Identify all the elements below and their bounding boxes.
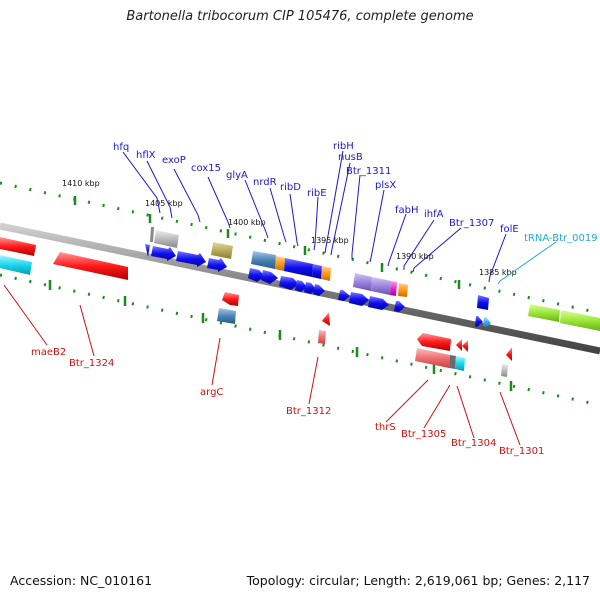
gene-label-trna-btr0019: tRNA-Btr_0019 bbox=[524, 233, 598, 244]
gene-label-ribE: ribE bbox=[307, 188, 327, 199]
gene-label-btr1312: Btr_1312 bbox=[286, 406, 331, 417]
map-title: Bartonella tribocorum CIP 105476, comple… bbox=[126, 9, 474, 24]
scale-label-1410: 1410 kbp bbox=[62, 179, 100, 188]
gene-label-hflX: hflX bbox=[136, 150, 156, 161]
upper-leader-lines bbox=[122, 150, 507, 283]
feature-orange-nusB bbox=[321, 266, 331, 281]
gene-label-maeB2: maeB2 bbox=[31, 347, 66, 358]
feature-green-2 bbox=[560, 310, 600, 331]
feature-steel-nrdR bbox=[251, 251, 276, 269]
feature-red-small-2 bbox=[462, 340, 468, 352]
gene-label-nusB: nusB bbox=[338, 152, 363, 163]
lower-leader-lines bbox=[3, 284, 521, 446]
gene-label-exoP: exoP bbox=[162, 155, 186, 166]
feature-orange-ribD bbox=[275, 256, 285, 271]
scale-label-1400: 1400 kbp bbox=[228, 218, 266, 227]
scale-label-1405: 1405 kbp bbox=[145, 199, 183, 208]
feature-red-small-1 bbox=[456, 339, 462, 351]
genome-summary-text: Topology: circular; Length: 2,619,061 bp… bbox=[246, 573, 590, 588]
feature-blue-folE bbox=[477, 295, 489, 310]
feature-red-btr1312 bbox=[322, 312, 330, 326]
scale-label-1395: 1395 kbp bbox=[311, 236, 349, 245]
feature-grey-btr1304 bbox=[449, 355, 456, 369]
feature-purple-btr1311 bbox=[353, 273, 372, 291]
gene-label-ihfA: ihfA bbox=[424, 209, 444, 220]
feature-grey-hfq bbox=[150, 227, 154, 242]
gene-label-ribD: ribD bbox=[280, 182, 301, 193]
scale-ring-outer bbox=[0, 181, 600, 315]
gene-label-glyA: glyA bbox=[226, 170, 248, 181]
feature-cyan-left bbox=[0, 255, 32, 275]
gene-label-btr1311: Btr_1311 bbox=[346, 166, 391, 177]
feature-blue-ribH bbox=[312, 264, 322, 279]
reverse-strand-features bbox=[217, 292, 512, 377]
feature-cyan-btr1304 bbox=[455, 356, 465, 371]
feature-red-argC bbox=[222, 292, 239, 306]
feature-red-btr1324 bbox=[53, 252, 128, 280]
scale-ring-inner bbox=[0, 273, 600, 407]
gene-label-ribH: ribH bbox=[333, 141, 354, 152]
gene-label-btr1307: Btr_1307 bbox=[449, 218, 494, 229]
feature-red-btr1301 bbox=[506, 347, 512, 361]
gene-label-btr1304: Btr_1304 bbox=[451, 438, 496, 449]
scale-label-1385: 1385 kbp bbox=[479, 268, 517, 277]
gene-label-fabH: fabH bbox=[395, 205, 419, 216]
feature-magenta-fabH bbox=[390, 281, 397, 296]
feature-pink-btr1312 bbox=[318, 330, 326, 344]
feature-red-thrS bbox=[417, 333, 451, 351]
feature-grey-hflX bbox=[154, 230, 179, 248]
feature-purple-plsX bbox=[371, 277, 391, 295]
forward-cds-arrows bbox=[145, 244, 491, 327]
gene-label-btr1324: Btr_1324 bbox=[69, 358, 114, 369]
gene-label-folE: folE bbox=[500, 224, 519, 235]
feature-blue-ribE bbox=[284, 258, 313, 277]
gene-label-hfq: hfq bbox=[113, 142, 129, 153]
gene-label-plsX: plsX bbox=[375, 180, 396, 191]
feature-grey-btr1301 bbox=[501, 364, 508, 377]
gene-label-thrS: thrS bbox=[375, 422, 396, 433]
feature-green-1 bbox=[528, 304, 560, 322]
feature-olive-cox15 bbox=[211, 242, 233, 259]
feature-red-left-1 bbox=[0, 237, 36, 256]
gene-label-argC: argC bbox=[200, 387, 223, 398]
feature-orange-ihfA bbox=[398, 283, 408, 297]
feature-steel-argC-2 bbox=[217, 308, 236, 324]
accession-text: Accession: NC_010161 bbox=[10, 573, 153, 588]
feature-pink-btr1305 bbox=[415, 348, 450, 368]
gene-label-cox15: cox15 bbox=[191, 163, 221, 174]
gene-label-btr1301: Btr_1301 bbox=[499, 446, 544, 457]
gene-label-nrdR: nrdR bbox=[253, 177, 277, 188]
upper-strand-features bbox=[0, 227, 600, 331]
scale-label-1390: 1390 kbp bbox=[396, 252, 434, 261]
major-ticks bbox=[48, 196, 513, 391]
gene-label-btr1305: Btr_1305 bbox=[401, 429, 446, 440]
trna-leader-line bbox=[497, 241, 557, 285]
